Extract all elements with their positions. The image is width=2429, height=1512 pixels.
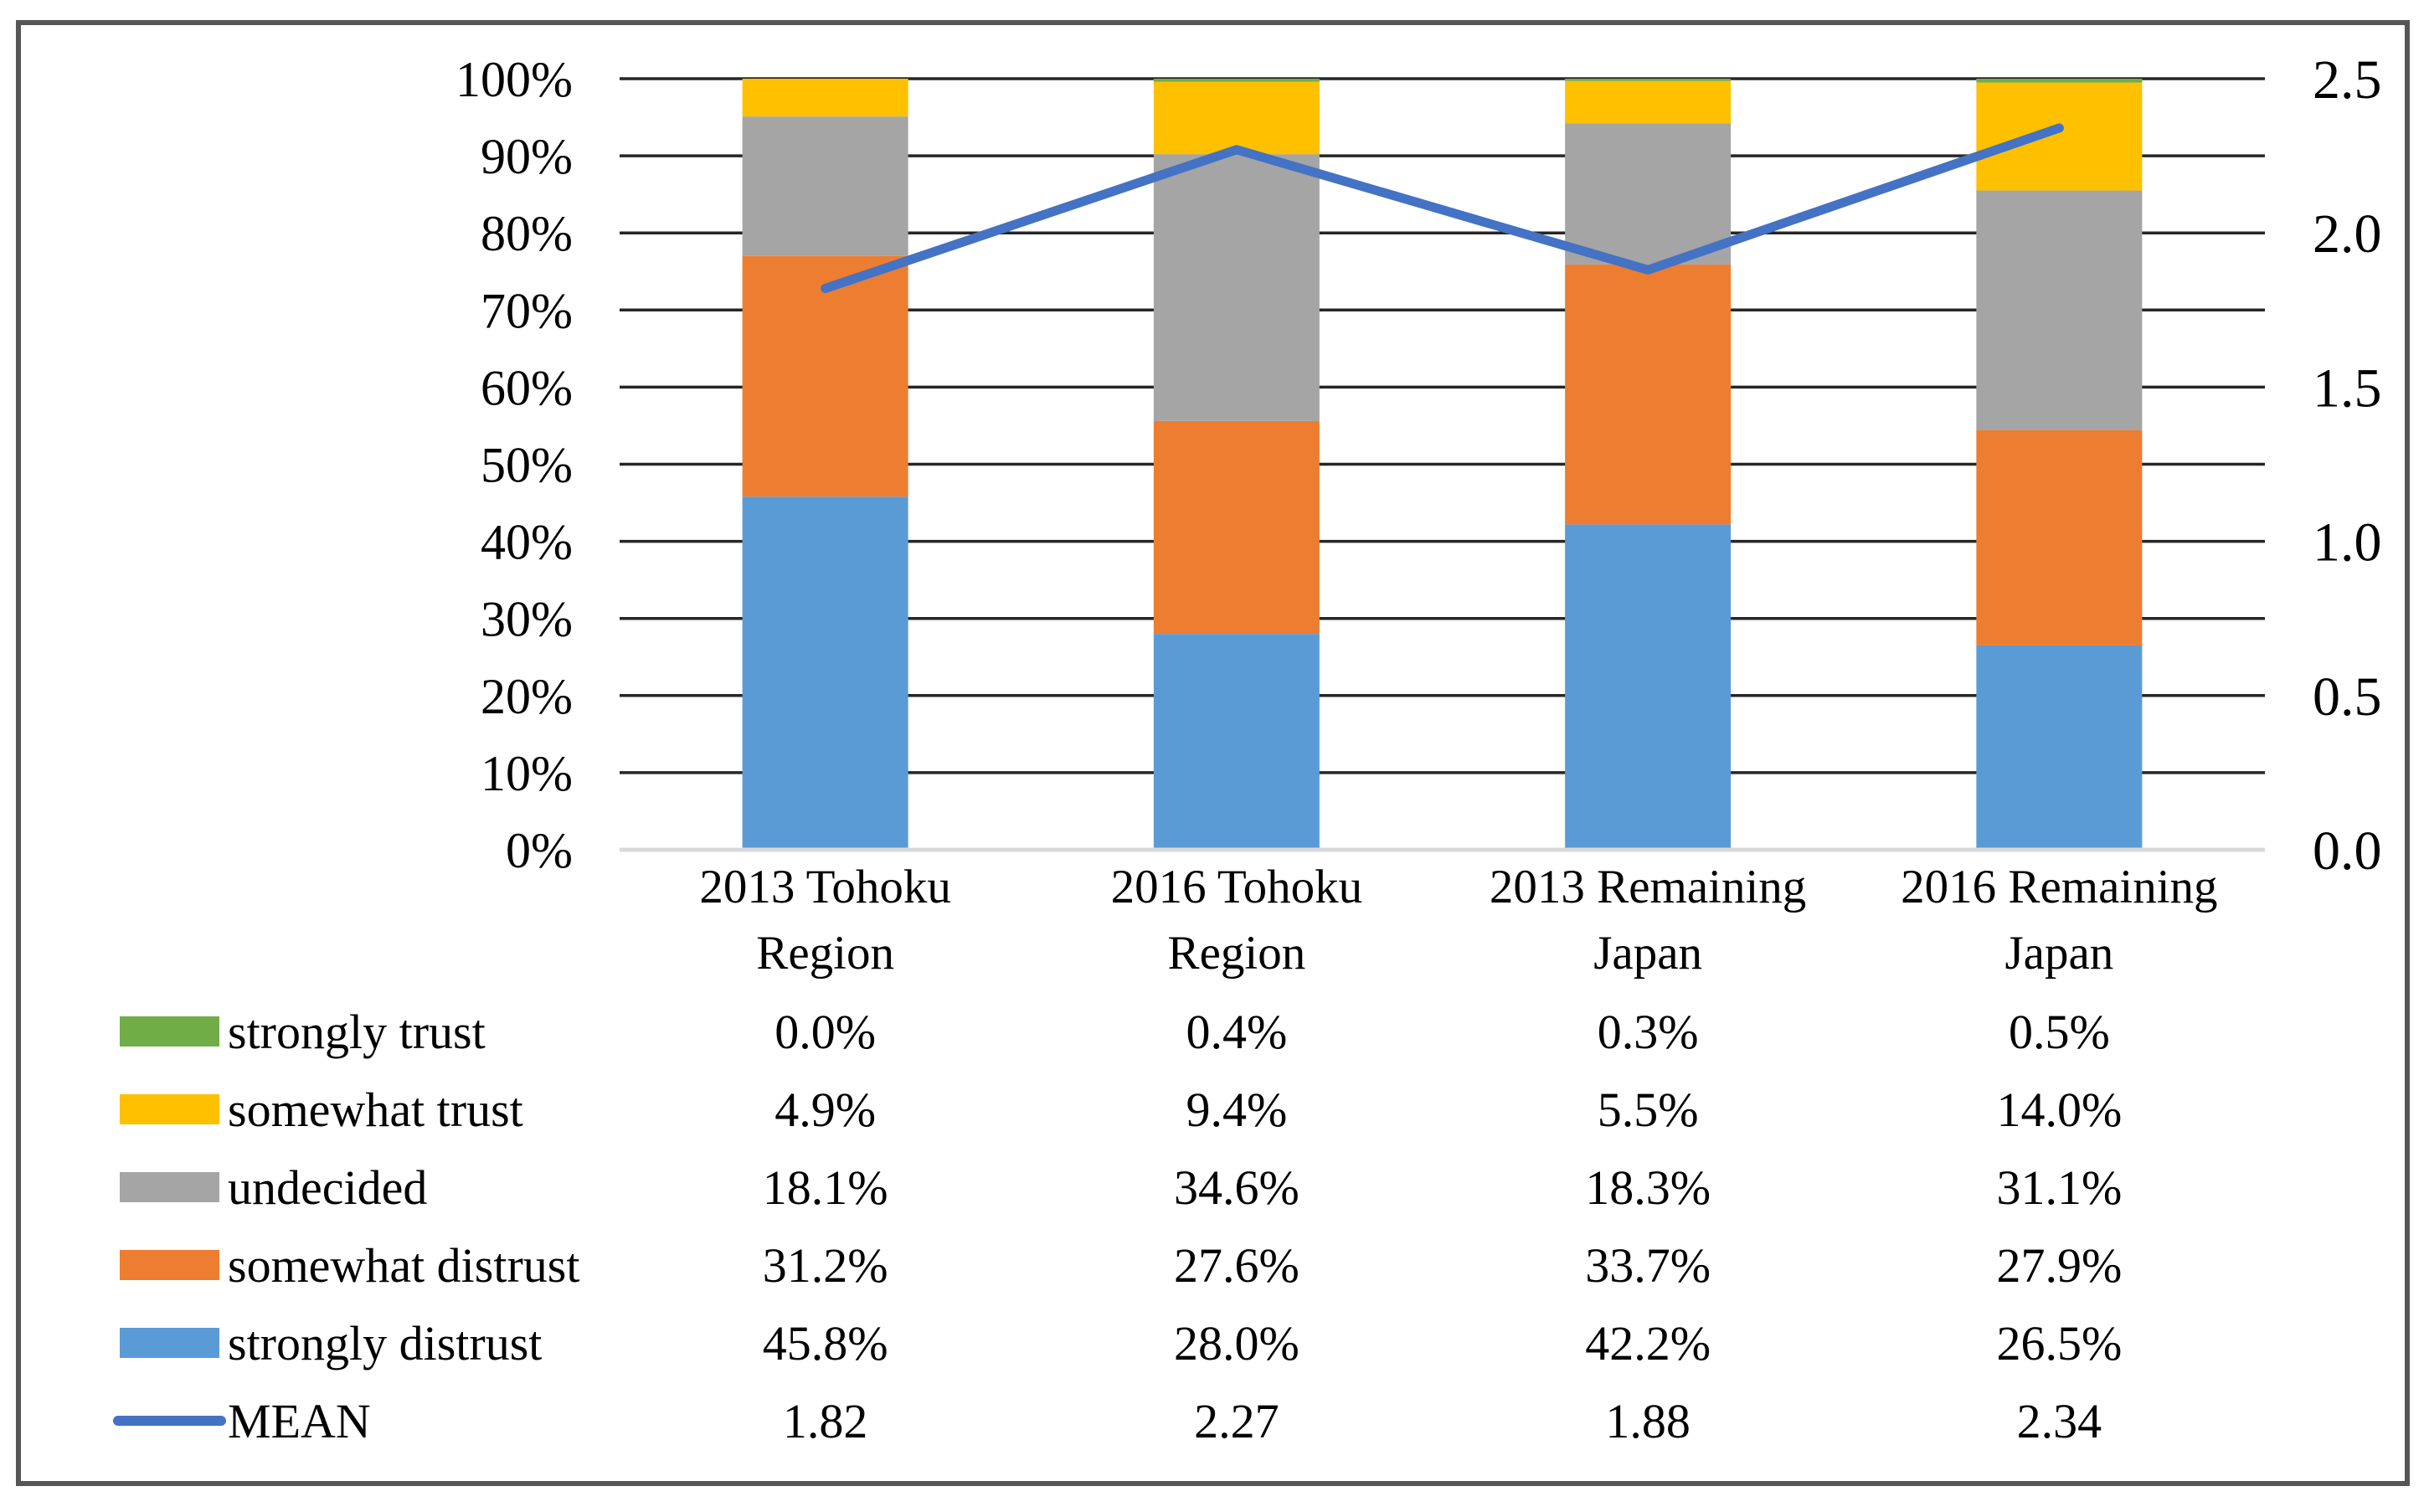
left-axis-tick-label: 60%	[481, 360, 573, 415]
table-value: 27.6%	[1174, 1238, 1299, 1293]
category-label-line2: Japan	[2004, 927, 2113, 980]
bar-segment-undecided	[1976, 190, 2143, 430]
bar-segment-somewhat-distrust	[1976, 429, 2143, 645]
right-axis-tick-label: 2.5	[2313, 49, 2382, 111]
bar-segment-somewhat-distrust	[742, 255, 908, 497]
category-label-line1: 2016 Tohoku	[1111, 861, 1363, 913]
bar-segment-undecided	[742, 116, 908, 256]
left-axis-tick-label: 100%	[455, 52, 573, 107]
right-axis-tick-label: 2.0	[2313, 203, 2382, 265]
left-axis-tick-label: 30%	[481, 592, 573, 647]
bar-segment-undecided	[1153, 154, 1320, 421]
table-value: 2.27	[1194, 1394, 1279, 1448]
category-label-line1: 2013 Remaining	[1490, 861, 1806, 913]
table-value: 45.8%	[763, 1316, 888, 1371]
right-axis-tick-label: 0.5	[2313, 666, 2382, 728]
left-axis-tick-label: 80%	[481, 206, 573, 261]
table-value: 42.2%	[1585, 1316, 1711, 1371]
table-value: 1.82	[783, 1394, 868, 1448]
table-value: 31.1%	[1996, 1160, 2122, 1215]
left-axis-tick-label: 70%	[481, 283, 573, 338]
legend-label: somewhat distrust	[228, 1238, 579, 1293]
bar-segment-somewhat-distrust	[1153, 420, 1320, 635]
table-value: 9.4%	[1186, 1083, 1287, 1137]
legend-label: undecided	[228, 1160, 427, 1215]
right-axis-tick-label: 0.0	[2313, 820, 2382, 882]
table-value: 31.2%	[763, 1238, 888, 1293]
table-value: 4.9%	[775, 1083, 876, 1137]
table-value: 0.3%	[1598, 1005, 1699, 1059]
category-label-line1: 2013 Tohoku	[699, 861, 951, 913]
table-value: 0.5%	[2009, 1005, 2110, 1059]
legend-label: somewhat trust	[228, 1083, 523, 1137]
legend-swatch-somewhat-trust	[120, 1094, 219, 1124]
legend-swatch-strongly-distrust	[120, 1328, 219, 1358]
table-value: 28.0%	[1174, 1316, 1299, 1371]
category-label-line2: Region	[1168, 927, 1306, 980]
legend-swatch-undecided	[120, 1172, 219, 1202]
table-value: 18.1%	[763, 1160, 888, 1215]
right-axis-tick-label: 1.5	[2313, 357, 2382, 419]
table-value: 26.5%	[1996, 1316, 2122, 1371]
legend-label: strongly distrust	[228, 1316, 542, 1371]
bar-segment-somewhat-trust	[1565, 80, 1732, 124]
table-value: 0.0%	[775, 1005, 876, 1059]
bar-segment-somewhat-trust	[1153, 81, 1320, 155]
legend-label: strongly trust	[228, 1005, 486, 1059]
bar-segment-strongly-trust	[1565, 79, 1732, 81]
table-value: 18.3%	[1585, 1160, 1711, 1215]
table-value: 33.7%	[1585, 1238, 1711, 1293]
legend-label: MEAN	[228, 1394, 371, 1448]
left-axis-tick-label: 0%	[506, 823, 573, 878]
category-label-line1: 2016 Remaining	[1901, 861, 2217, 913]
legend-line-swatch	[113, 1416, 226, 1426]
table-value: 5.5%	[1598, 1083, 1699, 1137]
table-value: 1.88	[1605, 1394, 1691, 1448]
table-value: 34.6%	[1174, 1160, 1299, 1215]
category-label-line2: Japan	[1593, 927, 1702, 980]
bar-segment-strongly-distrust	[1976, 645, 2143, 850]
left-axis-tick-label: 90%	[481, 129, 573, 184]
bar-segment-somewhat-trust	[742, 79, 908, 117]
bar-segment-somewhat-distrust	[1565, 264, 1732, 525]
bar-segment-strongly-distrust	[1153, 634, 1320, 850]
left-axis-tick-label: 20%	[481, 669, 573, 724]
figure-border	[16, 20, 2410, 1486]
table-value: 27.9%	[1996, 1238, 2122, 1293]
bar-segment-strongly-distrust	[1565, 524, 1732, 850]
right-axis-tick-label: 1.0	[2313, 512, 2382, 573]
legend-swatch-somewhat-distrust	[120, 1250, 219, 1280]
bar-segment-strongly-trust	[1153, 79, 1320, 82]
legend-swatch-strongly-trust	[120, 1016, 219, 1047]
left-axis-tick-label: 50%	[481, 438, 573, 493]
bar-segment-strongly-trust	[1976, 79, 2143, 83]
left-axis-tick-label: 40%	[481, 515, 573, 570]
bar-segment-undecided	[1565, 123, 1732, 265]
bar-segment-strongly-distrust	[742, 496, 908, 850]
bar-segment-somewhat-trust	[1976, 82, 2143, 191]
table-value: 14.0%	[1996, 1083, 2122, 1137]
mean-line	[821, 123, 2064, 294]
category-label-line2: Region	[756, 927, 894, 980]
left-axis-tick-label: 10%	[481, 746, 573, 801]
table-value: 0.4%	[1186, 1005, 1287, 1059]
table-value: 2.34	[2017, 1394, 2102, 1448]
